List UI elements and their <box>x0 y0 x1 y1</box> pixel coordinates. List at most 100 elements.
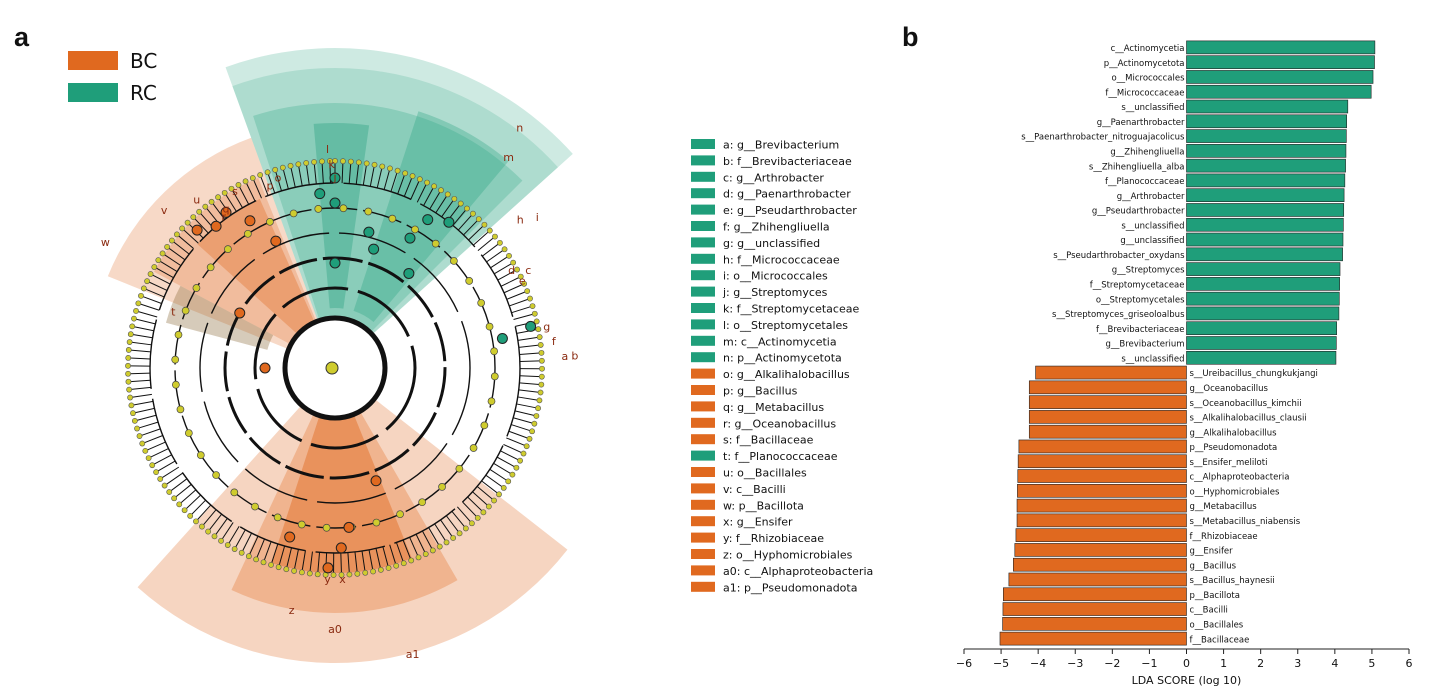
branch-ring <box>199 232 471 504</box>
tip-node <box>424 179 430 186</box>
tip-node <box>370 568 376 575</box>
lda-bar <box>1186 144 1347 158</box>
x-tick-label: −6 <box>956 657 972 670</box>
tip-node <box>184 219 191 226</box>
tip-node <box>393 562 400 569</box>
clade-shade-n <box>225 47 573 335</box>
lda-bar <box>1015 528 1187 542</box>
tip-node <box>135 300 142 307</box>
lda-bar <box>1186 84 1372 99</box>
tip-branch <box>519 352 540 355</box>
tip-node <box>125 362 131 369</box>
bar-label: s__unclassified <box>1121 103 1184 113</box>
rc-node <box>329 257 341 269</box>
bar-label: p__Pseudomonadota <box>1190 443 1278 453</box>
tip-branch <box>500 277 520 287</box>
legend-swatch <box>691 335 715 346</box>
tip-branch <box>134 326 154 332</box>
lda-bar <box>1003 587 1187 602</box>
legend-entry: x: g__Ensifer <box>723 516 793 529</box>
lda-bar <box>1186 129 1347 143</box>
inner-node <box>251 502 259 511</box>
bc-node <box>191 224 203 236</box>
tip-branch <box>434 523 446 541</box>
tip-node <box>287 162 294 169</box>
tip-branch <box>178 235 195 249</box>
tip-node <box>429 547 436 554</box>
bar-label: c__Actinomycetia <box>1111 44 1185 54</box>
tip-node <box>153 469 159 476</box>
tip-node <box>151 264 158 270</box>
tip-branch <box>148 281 168 291</box>
tip-branch <box>152 274 171 285</box>
inner-node <box>297 520 306 529</box>
tip-branch <box>341 163 344 184</box>
bar-label: f__Micrococcaceae <box>1105 88 1184 98</box>
bar-label: c__Alphaproteobacteria <box>1190 473 1290 483</box>
tip-node <box>422 551 429 557</box>
tip-branch <box>232 190 243 209</box>
tip-branch <box>519 375 540 378</box>
tip-node <box>136 433 143 439</box>
tip-node <box>513 464 520 471</box>
tip-node <box>311 159 317 165</box>
tip-node <box>215 194 221 201</box>
legend-entry: o: g__Alkalihalobacillus <box>723 368 850 381</box>
tip-branch <box>421 530 433 549</box>
lda-bar <box>1186 173 1346 188</box>
rc-node <box>422 214 434 226</box>
bar-label: g__Pseudarthrobacter <box>1092 207 1185 217</box>
lda-bar <box>1017 454 1187 469</box>
legend-swatch <box>691 450 715 461</box>
tip-node <box>275 564 282 571</box>
legend-entry: m: c__Actinomycetia <box>723 335 837 348</box>
tip-node <box>164 244 171 250</box>
tip-node <box>125 378 132 385</box>
tip-node <box>139 440 146 447</box>
tip-branch <box>362 165 367 186</box>
tip-branch <box>157 460 176 472</box>
legend-swatch <box>691 139 715 149</box>
bar-label: s__Bacillus_haynesii <box>1190 576 1275 586</box>
tip-branch <box>245 182 256 202</box>
clade-shade-w <box>107 137 318 350</box>
clade-letter: f <box>552 335 557 348</box>
tip-node <box>492 233 498 240</box>
bar-label: g__Ensifer <box>1190 547 1234 557</box>
tip-node <box>144 278 150 285</box>
tip-node <box>245 553 252 560</box>
tip-branch <box>290 167 296 188</box>
tip-branch <box>457 214 473 231</box>
inner-node <box>174 330 183 339</box>
tip-node <box>371 161 378 168</box>
tip-branch <box>235 529 246 548</box>
bar-label: g__Brevibacterium <box>1105 340 1184 350</box>
group-legend: BC RC <box>68 49 157 105</box>
tip-node <box>159 250 166 257</box>
tip-node <box>291 568 297 574</box>
clade-letter: p <box>267 179 274 192</box>
lda-bar <box>1016 513 1187 528</box>
tip-branch <box>390 172 398 192</box>
tip-node <box>538 373 545 380</box>
tip-node <box>346 571 353 578</box>
inner-node <box>322 523 331 532</box>
tip-branch <box>141 428 161 436</box>
bar-label: g__unclassified <box>1120 236 1184 246</box>
lda-bar <box>1186 188 1345 202</box>
tip-node <box>138 292 144 299</box>
inner-node <box>469 444 478 452</box>
tip-branch <box>321 163 324 184</box>
tip-node <box>505 478 512 485</box>
legend-entry: n: p__Actinomycetota <box>723 352 842 365</box>
tip-branch <box>305 164 310 185</box>
tip-node <box>538 357 545 364</box>
tip-branch <box>355 164 360 185</box>
inner-node <box>339 204 348 213</box>
legend-entry: y: f__Rhizobiaceae <box>723 532 824 545</box>
bc-node <box>322 562 334 574</box>
legend-swatch <box>691 499 715 510</box>
rc-node <box>496 332 508 344</box>
lda-bar <box>1186 114 1347 129</box>
bar-label: f__Streptomycetaceae <box>1090 281 1185 291</box>
